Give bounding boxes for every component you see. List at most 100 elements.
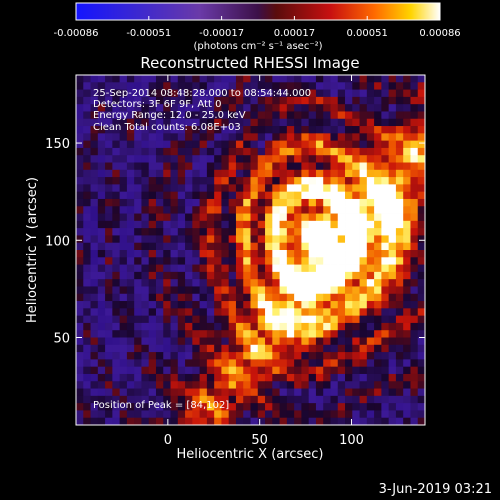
heatmap-cell [395, 257, 404, 265]
heatmap-cell [199, 308, 208, 317]
heatmap-cell [272, 155, 280, 163]
heatmap-cell [112, 220, 121, 229]
heatmap-cell [352, 206, 360, 214]
heatmap-cell [265, 220, 273, 229]
heatmap-cell [243, 344, 251, 353]
heatmap-cell [97, 373, 106, 382]
heatmap-cell [308, 410, 317, 419]
heatmap-cell [272, 198, 280, 207]
heatmap-cell [345, 286, 353, 295]
heatmap-cell [214, 395, 222, 404]
heatmap-cell [235, 111, 244, 120]
heatmap-cell [257, 359, 266, 368]
heatmap-cell [177, 82, 186, 90]
heatmap-cell [272, 344, 280, 353]
heatmap-cell [170, 191, 179, 200]
heatmap-cell [366, 198, 375, 207]
heatmap-cell [294, 250, 302, 258]
heatmap-cell [192, 257, 200, 265]
heatmap-cell [126, 330, 135, 338]
heatmap-cell [410, 228, 419, 236]
heatmap-cell [134, 155, 142, 163]
heatmap-cell [170, 264, 179, 273]
heatmap-cell [126, 293, 135, 302]
heatmap-cell [199, 118, 208, 127]
heatmap-cell [206, 322, 215, 331]
heatmap-cell [294, 308, 302, 317]
heatmap-cell [308, 330, 317, 338]
heatmap-cell [97, 388, 106, 397]
heatmap-cell [294, 126, 302, 134]
heatmap-cell [185, 301, 193, 309]
heatmap-cell [199, 410, 208, 419]
heatmap-cell [126, 75, 135, 83]
heatmap-cell [76, 191, 84, 200]
heatmap-cell [323, 250, 331, 258]
heatmap-cell [228, 315, 237, 324]
heatmap-cell [126, 264, 135, 273]
heatmap-cell [76, 89, 84, 98]
heatmap-cell [134, 344, 142, 353]
heatmap-cell [374, 388, 382, 397]
heatmap-cell [141, 366, 150, 375]
heatmap-cell [330, 308, 339, 317]
heatmap-cell [257, 96, 266, 105]
heatmap-cell [90, 147, 99, 156]
heatmap-cell [388, 155, 397, 163]
heatmap-cell [170, 126, 179, 134]
heatmap-cell [126, 162, 135, 171]
heatmap-cell [243, 169, 251, 178]
heatmap-cell [374, 403, 382, 411]
heatmap-cell [294, 279, 302, 287]
heatmap-cell [192, 96, 200, 105]
heatmap-cell [221, 118, 230, 127]
heatmap-cell [410, 220, 419, 229]
heatmap-cell [134, 133, 142, 142]
heatmap-cell [119, 126, 128, 134]
heatmap-cell [148, 279, 157, 287]
heatmap-cell [286, 155, 295, 163]
heatmap-cell [126, 373, 135, 382]
heatmap-cell [119, 89, 128, 98]
heatmap-cell [301, 206, 310, 214]
heatmap-cell [185, 147, 193, 156]
heatmap-cell [359, 155, 368, 163]
heatmap-cell [388, 322, 397, 331]
heatmap-cell [185, 286, 193, 295]
heatmap-cell [388, 308, 397, 317]
heatmap-cell [119, 198, 128, 207]
heatmap-cell [243, 410, 251, 419]
heatmap-cell [235, 271, 244, 280]
heatmap-cell [170, 206, 179, 214]
heatmap-cell [148, 264, 157, 273]
heatmap-cell [279, 381, 288, 389]
heatmap-cell [97, 228, 106, 236]
heatmap-cell [352, 395, 360, 404]
heatmap-cell [301, 89, 310, 98]
heatmap-cell [170, 177, 179, 185]
heatmap-cell [228, 75, 237, 83]
heatmap-cell [323, 206, 331, 214]
heatmap-cell [206, 147, 215, 156]
heatmap-cell [214, 293, 222, 302]
heatmap-cell [148, 373, 157, 382]
heatmap-cell [192, 344, 200, 353]
heatmap-cell [265, 257, 273, 265]
heatmap-cell [235, 104, 244, 112]
heatmap-cell [83, 279, 91, 287]
heatmap-cell [388, 140, 397, 149]
heatmap-cell [257, 82, 266, 90]
heatmap-cell [308, 169, 317, 178]
heatmap-cell [228, 381, 237, 389]
heatmap-cell [366, 264, 375, 273]
heatmap-cell [134, 403, 142, 411]
heatmap-cell [83, 388, 91, 397]
heatmap-cell [359, 169, 368, 178]
heatmap-cell [155, 279, 164, 287]
heatmap-cell [301, 337, 310, 346]
heatmap-cell [134, 330, 142, 338]
heatmap-cell [76, 352, 84, 360]
heatmap-cell [366, 301, 375, 309]
heatmap-cell [265, 147, 273, 156]
heatmap-cell [337, 359, 346, 368]
